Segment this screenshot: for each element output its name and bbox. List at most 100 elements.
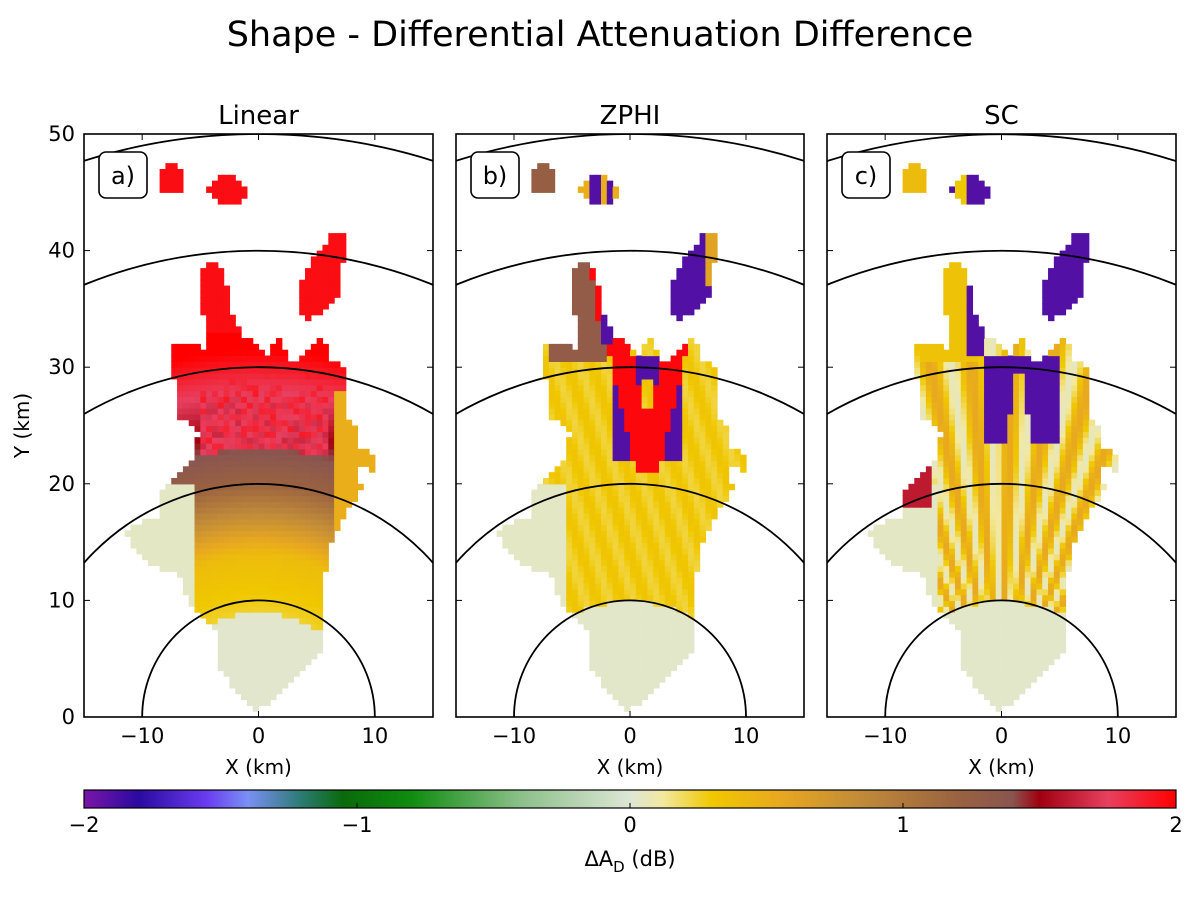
field-cell	[1094, 448, 1101, 456]
field-cell	[1007, 577, 1014, 584]
field-cell	[583, 180, 590, 188]
field-cell	[577, 617, 585, 625]
field-cell	[705, 396, 712, 403]
field-cell	[177, 524, 184, 532]
field-cell	[624, 623, 631, 631]
field-cell	[583, 466, 590, 473]
field-cell	[235, 326, 242, 333]
field-cell	[217, 186, 225, 193]
field-cell	[241, 413, 248, 421]
field-cell	[577, 291, 585, 298]
field-cell	[682, 600, 689, 607]
field-cell	[722, 477, 730, 485]
field-cell	[206, 303, 213, 310]
field-cell	[659, 617, 666, 625]
field-cell	[618, 536, 625, 543]
field-cell	[159, 186, 167, 193]
field-cell	[908, 559, 915, 567]
field-cell	[287, 571, 294, 578]
field-cell	[595, 670, 602, 677]
field-cell	[641, 378, 648, 386]
field-cell	[612, 530, 619, 537]
field-cell	[635, 617, 643, 625]
field-cell	[960, 542, 968, 549]
field-cell	[1071, 489, 1078, 497]
field-cell	[316, 308, 324, 316]
field-cell	[693, 518, 701, 526]
field-cell	[612, 565, 619, 572]
field-cell	[1042, 396, 1049, 403]
field-cell	[194, 606, 201, 613]
field-cell	[606, 536, 614, 543]
field-cell	[1048, 530, 1055, 537]
field-cell	[270, 565, 277, 572]
field-cell	[334, 244, 341, 252]
field-cell	[647, 582, 654, 590]
field-cell	[252, 367, 260, 374]
field-cell	[1024, 483, 1032, 491]
field-cell	[711, 250, 718, 258]
field-cell	[1001, 507, 1008, 514]
field-cell	[1059, 408, 1067, 415]
field-cell	[682, 378, 689, 386]
field-cell	[972, 647, 979, 654]
field-cell	[589, 442, 596, 450]
field-cell	[217, 268, 225, 275]
field-cell	[310, 477, 318, 485]
field-cell	[682, 594, 689, 601]
field-cell	[182, 408, 190, 415]
field-cell	[252, 454, 260, 462]
field-cell	[177, 390, 184, 397]
field-cell	[316, 250, 324, 258]
field-cell	[989, 477, 997, 485]
field-cell	[1018, 402, 1026, 409]
field-cell	[293, 472, 300, 479]
field-cell	[1030, 454, 1037, 462]
field-cell	[978, 687, 985, 695]
field-cell	[572, 442, 579, 450]
field-cell	[322, 268, 329, 275]
field-cell	[287, 641, 294, 648]
field-cell	[966, 524, 974, 532]
field-cell	[612, 612, 619, 619]
field-cell	[954, 402, 962, 409]
field-cell	[328, 256, 335, 263]
field-cell	[194, 390, 201, 397]
field-cell	[246, 606, 254, 613]
field-cell	[635, 594, 643, 601]
field-cell	[1007, 559, 1014, 567]
field-cell	[281, 536, 289, 543]
field-cell	[1024, 629, 1032, 636]
field-cell	[293, 606, 300, 613]
field-cell	[664, 530, 672, 537]
field-cell	[943, 588, 950, 596]
field-cell	[896, 536, 904, 543]
field-cell	[583, 262, 590, 269]
field-cell	[647, 390, 654, 397]
field-cell	[601, 425, 608, 432]
field-cell	[699, 390, 706, 397]
field-cell	[966, 495, 974, 502]
field-cell	[130, 536, 137, 543]
field-cell	[589, 658, 596, 666]
field-cell	[914, 553, 921, 561]
field-cell	[287, 588, 294, 596]
field-cell	[223, 320, 231, 327]
field-cell	[699, 536, 706, 543]
field-cell	[618, 606, 625, 613]
field-cell	[589, 279, 596, 287]
field-cell	[931, 501, 939, 508]
field-cell	[177, 402, 184, 409]
field-cell	[1065, 437, 1072, 444]
field-cell	[270, 477, 277, 485]
field-cell	[583, 390, 590, 397]
field-cell	[310, 553, 318, 561]
field-cell	[705, 361, 712, 368]
field-cell	[949, 571, 956, 578]
field-cell	[931, 390, 939, 397]
field-cell	[554, 530, 561, 537]
field-cell	[287, 408, 294, 415]
field-cell	[676, 594, 683, 601]
field-cell	[275, 524, 283, 532]
field-cell	[1071, 472, 1078, 479]
